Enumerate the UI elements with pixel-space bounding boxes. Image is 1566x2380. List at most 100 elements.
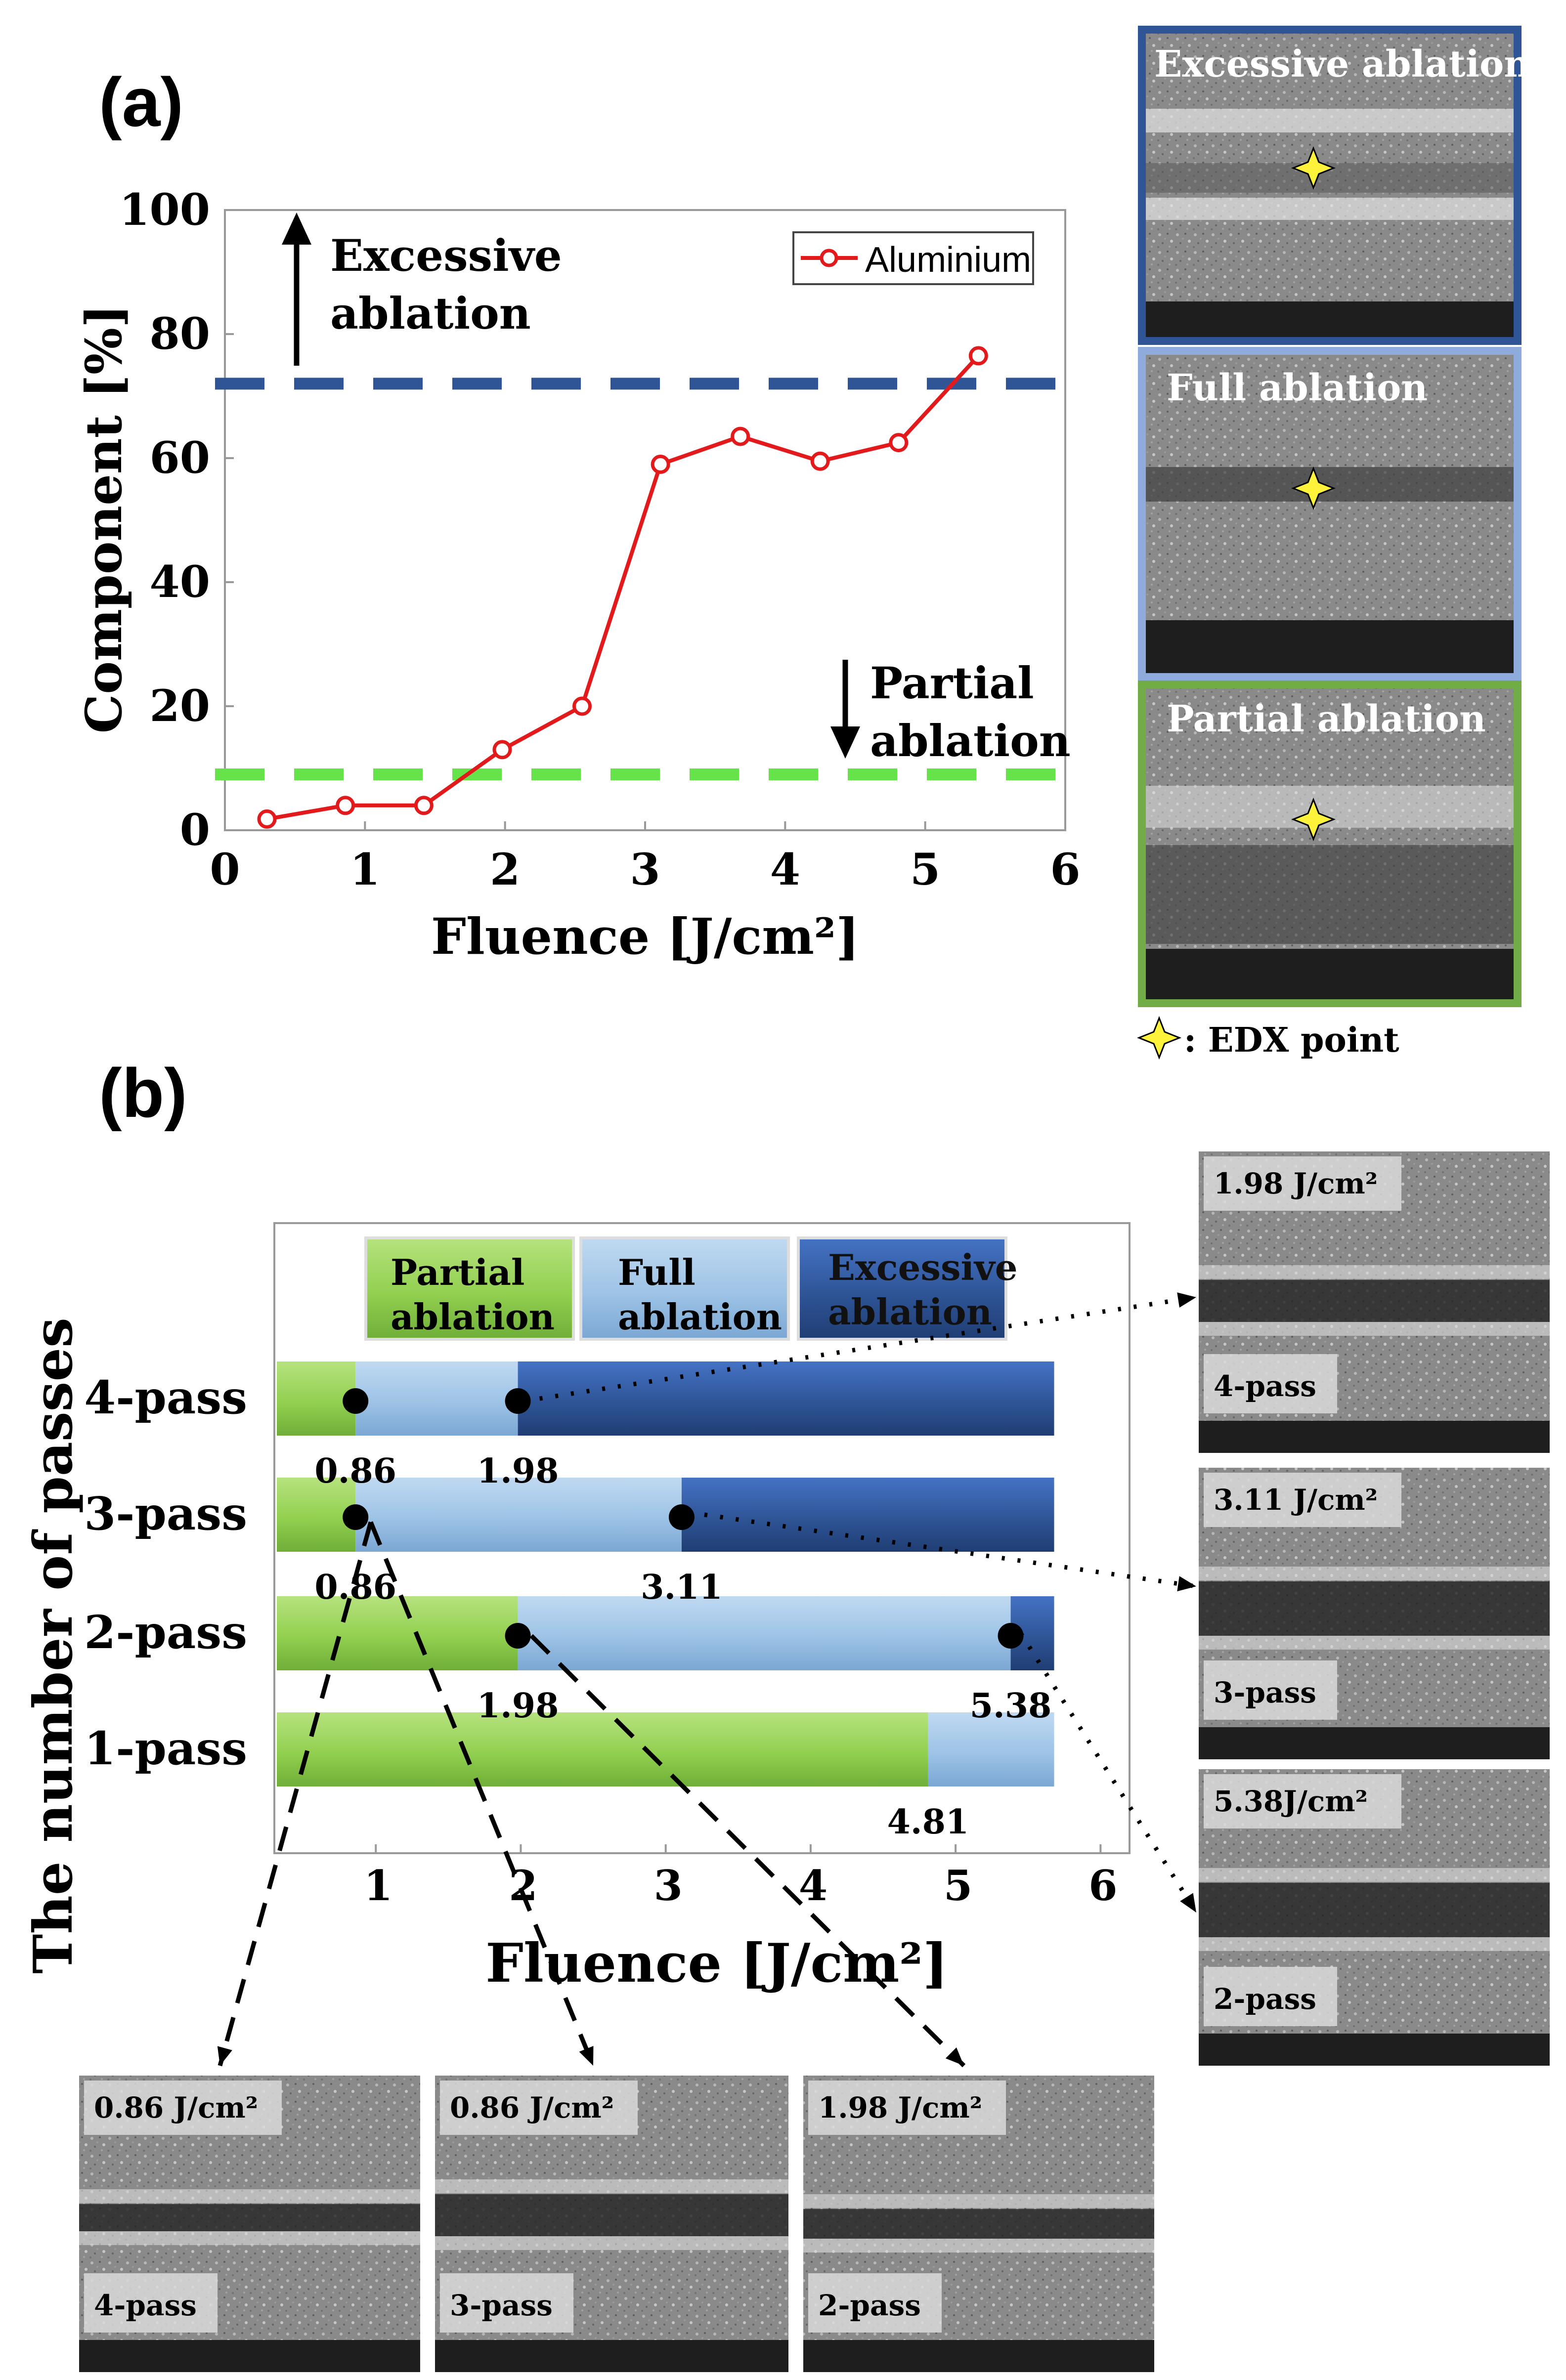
boundary-point <box>343 1388 369 1414</box>
chart-b-x-label: Fluence [J/cm²] <box>485 1932 948 1995</box>
sem-image: 0.86 J/cm² 3-pass <box>435 2076 788 2372</box>
edx-point-star-icon <box>1291 146 1336 190</box>
x-tick-label: 1 <box>364 1861 392 1910</box>
sem-bright-band <box>1199 1322 1550 1336</box>
data-point <box>336 796 355 815</box>
sem-frame <box>1138 680 1522 1007</box>
legend-partial-line2: ablation <box>391 1296 555 1338</box>
data-point <box>257 809 277 829</box>
pass-label-box <box>84 2273 218 2333</box>
boundary-point <box>668 1504 695 1530</box>
fluence-label-box <box>1204 1473 1401 1527</box>
dashed-connector <box>529 1634 966 2068</box>
sem-title: Full ablation <box>1167 367 1428 409</box>
data-point <box>968 346 988 366</box>
y-tick-label: 20 <box>150 680 210 731</box>
up-arrow-icon <box>282 212 311 245</box>
chart-a-x-label: Fluence [J/cm²] <box>431 907 859 966</box>
bar-partial <box>277 1478 356 1552</box>
boundary-value-label: 5.38 <box>970 1686 1052 1726</box>
sem-bright-band <box>1199 1636 1550 1650</box>
panel-a-label: (a) <box>99 63 183 141</box>
boundary-point <box>505 1388 531 1414</box>
arrowhead-icon <box>579 2046 594 2066</box>
boundary-point <box>505 1623 531 1649</box>
fluence-label-box <box>440 2081 638 2135</box>
sem-bright-band <box>1199 1937 1550 1951</box>
sem-title: Excessive ablation <box>1154 43 1530 85</box>
sem-trench-band <box>803 2209 1154 2239</box>
fluence-label-box <box>1204 1774 1401 1828</box>
x-tick-label: 2 <box>490 844 520 895</box>
arrowhead-icon <box>1177 1576 1196 1592</box>
arrowhead-icon <box>1177 1292 1196 1308</box>
chart-b-y-label: The number of passes <box>22 1318 85 1974</box>
sem-trench-band <box>79 2204 420 2231</box>
excessive-annotation-line2: ablation <box>330 288 531 339</box>
pass-label: 2-pass <box>1214 1982 1316 2016</box>
x-tick-label: 6 <box>1050 844 1080 895</box>
panel-b-label: (b) <box>99 1054 187 1132</box>
sem-bright-band <box>435 2236 788 2250</box>
sem-image: 5.38J/cm² 2-pass <box>1199 1769 1550 2066</box>
x-tick-label: 6 <box>1088 1861 1117 1910</box>
sem-info-bar <box>435 2340 788 2372</box>
sem-trench-band <box>1199 1883 1550 1937</box>
fluence-label: 0.86 J/cm² <box>450 2091 614 2125</box>
sem-bright-band <box>1199 1868 1550 1882</box>
legend-partial-line1: Partial <box>391 1251 524 1293</box>
sem-bright-band <box>803 2239 1154 2252</box>
y-tick-label: 0 <box>180 804 210 855</box>
bar-excessive <box>518 1361 1054 1436</box>
data-point <box>651 455 670 474</box>
pass-label-box <box>440 2273 573 2333</box>
chart-a-legend: Aluminium <box>792 231 1034 285</box>
chart-b-boundary-points <box>343 1388 1024 1649</box>
sem-trench-band <box>435 2194 788 2236</box>
boundary-value-label: 1.98 <box>477 1686 559 1726</box>
edx-legend-label: : EDX point <box>1184 1020 1399 1060</box>
chart-a-plot-area <box>224 209 1066 831</box>
sem-info-bar <box>803 2340 1154 2372</box>
legend-label-aluminium: Aluminium <box>865 240 1031 280</box>
bar-excessive <box>681 1478 1054 1552</box>
pass-label-box <box>1204 1354 1337 1413</box>
bar-full <box>355 1361 518 1436</box>
x-tick-label: 3 <box>630 844 660 895</box>
x-tick-label: 3 <box>653 1861 682 1910</box>
boundary-value-label: 0.86 <box>314 1451 396 1491</box>
sem-image: 1.98 J/cm² 4-pass <box>1199 1151 1550 1453</box>
sem-bright-band <box>435 2179 788 2193</box>
pass-label-box <box>1204 1967 1337 2026</box>
arrowhead-icon <box>217 2046 232 2066</box>
x-tick-label: 5 <box>944 1861 972 1910</box>
fluence-label-box <box>84 2081 282 2135</box>
category-label: 3-pass <box>84 1487 247 1540</box>
sem-image: 1.98 J/cm² 2-pass <box>803 2076 1154 2372</box>
dashed-connector <box>368 1521 596 2067</box>
category-label: 4-pass <box>84 1371 247 1424</box>
chart-b-category-labels: 4-pass 3-pass 2-pass 1-pass <box>84 1371 247 1775</box>
category-label: 1-pass <box>84 1722 247 1775</box>
pass-label-box <box>808 2273 942 2333</box>
edx-legend: : EDX point <box>1136 1016 1399 1060</box>
sem-frame <box>1138 26 1522 345</box>
boundary-value-label: 3.11 <box>641 1568 723 1607</box>
y-tick-label: 40 <box>150 556 210 607</box>
x-tick-label: 4 <box>799 1861 827 1910</box>
sem-image: 0.86 J/cm² 4-pass <box>79 2076 420 2372</box>
data-point <box>810 451 830 471</box>
sem-info-bar <box>1142 301 1518 341</box>
dashed-connector <box>218 1521 373 2067</box>
edx-point-star-icon <box>1291 466 1336 510</box>
connector-arrows <box>217 1292 1198 2068</box>
edx-point-star-icon <box>1291 797 1336 842</box>
excessive-annotation: Excessive ablation <box>282 212 562 366</box>
aluminium-series-points <box>257 346 988 829</box>
dotted-connector <box>523 1295 1197 1403</box>
x-tick-label: 5 <box>910 844 940 895</box>
chart-a: 0 1 2 3 4 5 6 0 20 40 60 80 100 Fluence [J/cm²] Com… <box>75 184 1085 966</box>
